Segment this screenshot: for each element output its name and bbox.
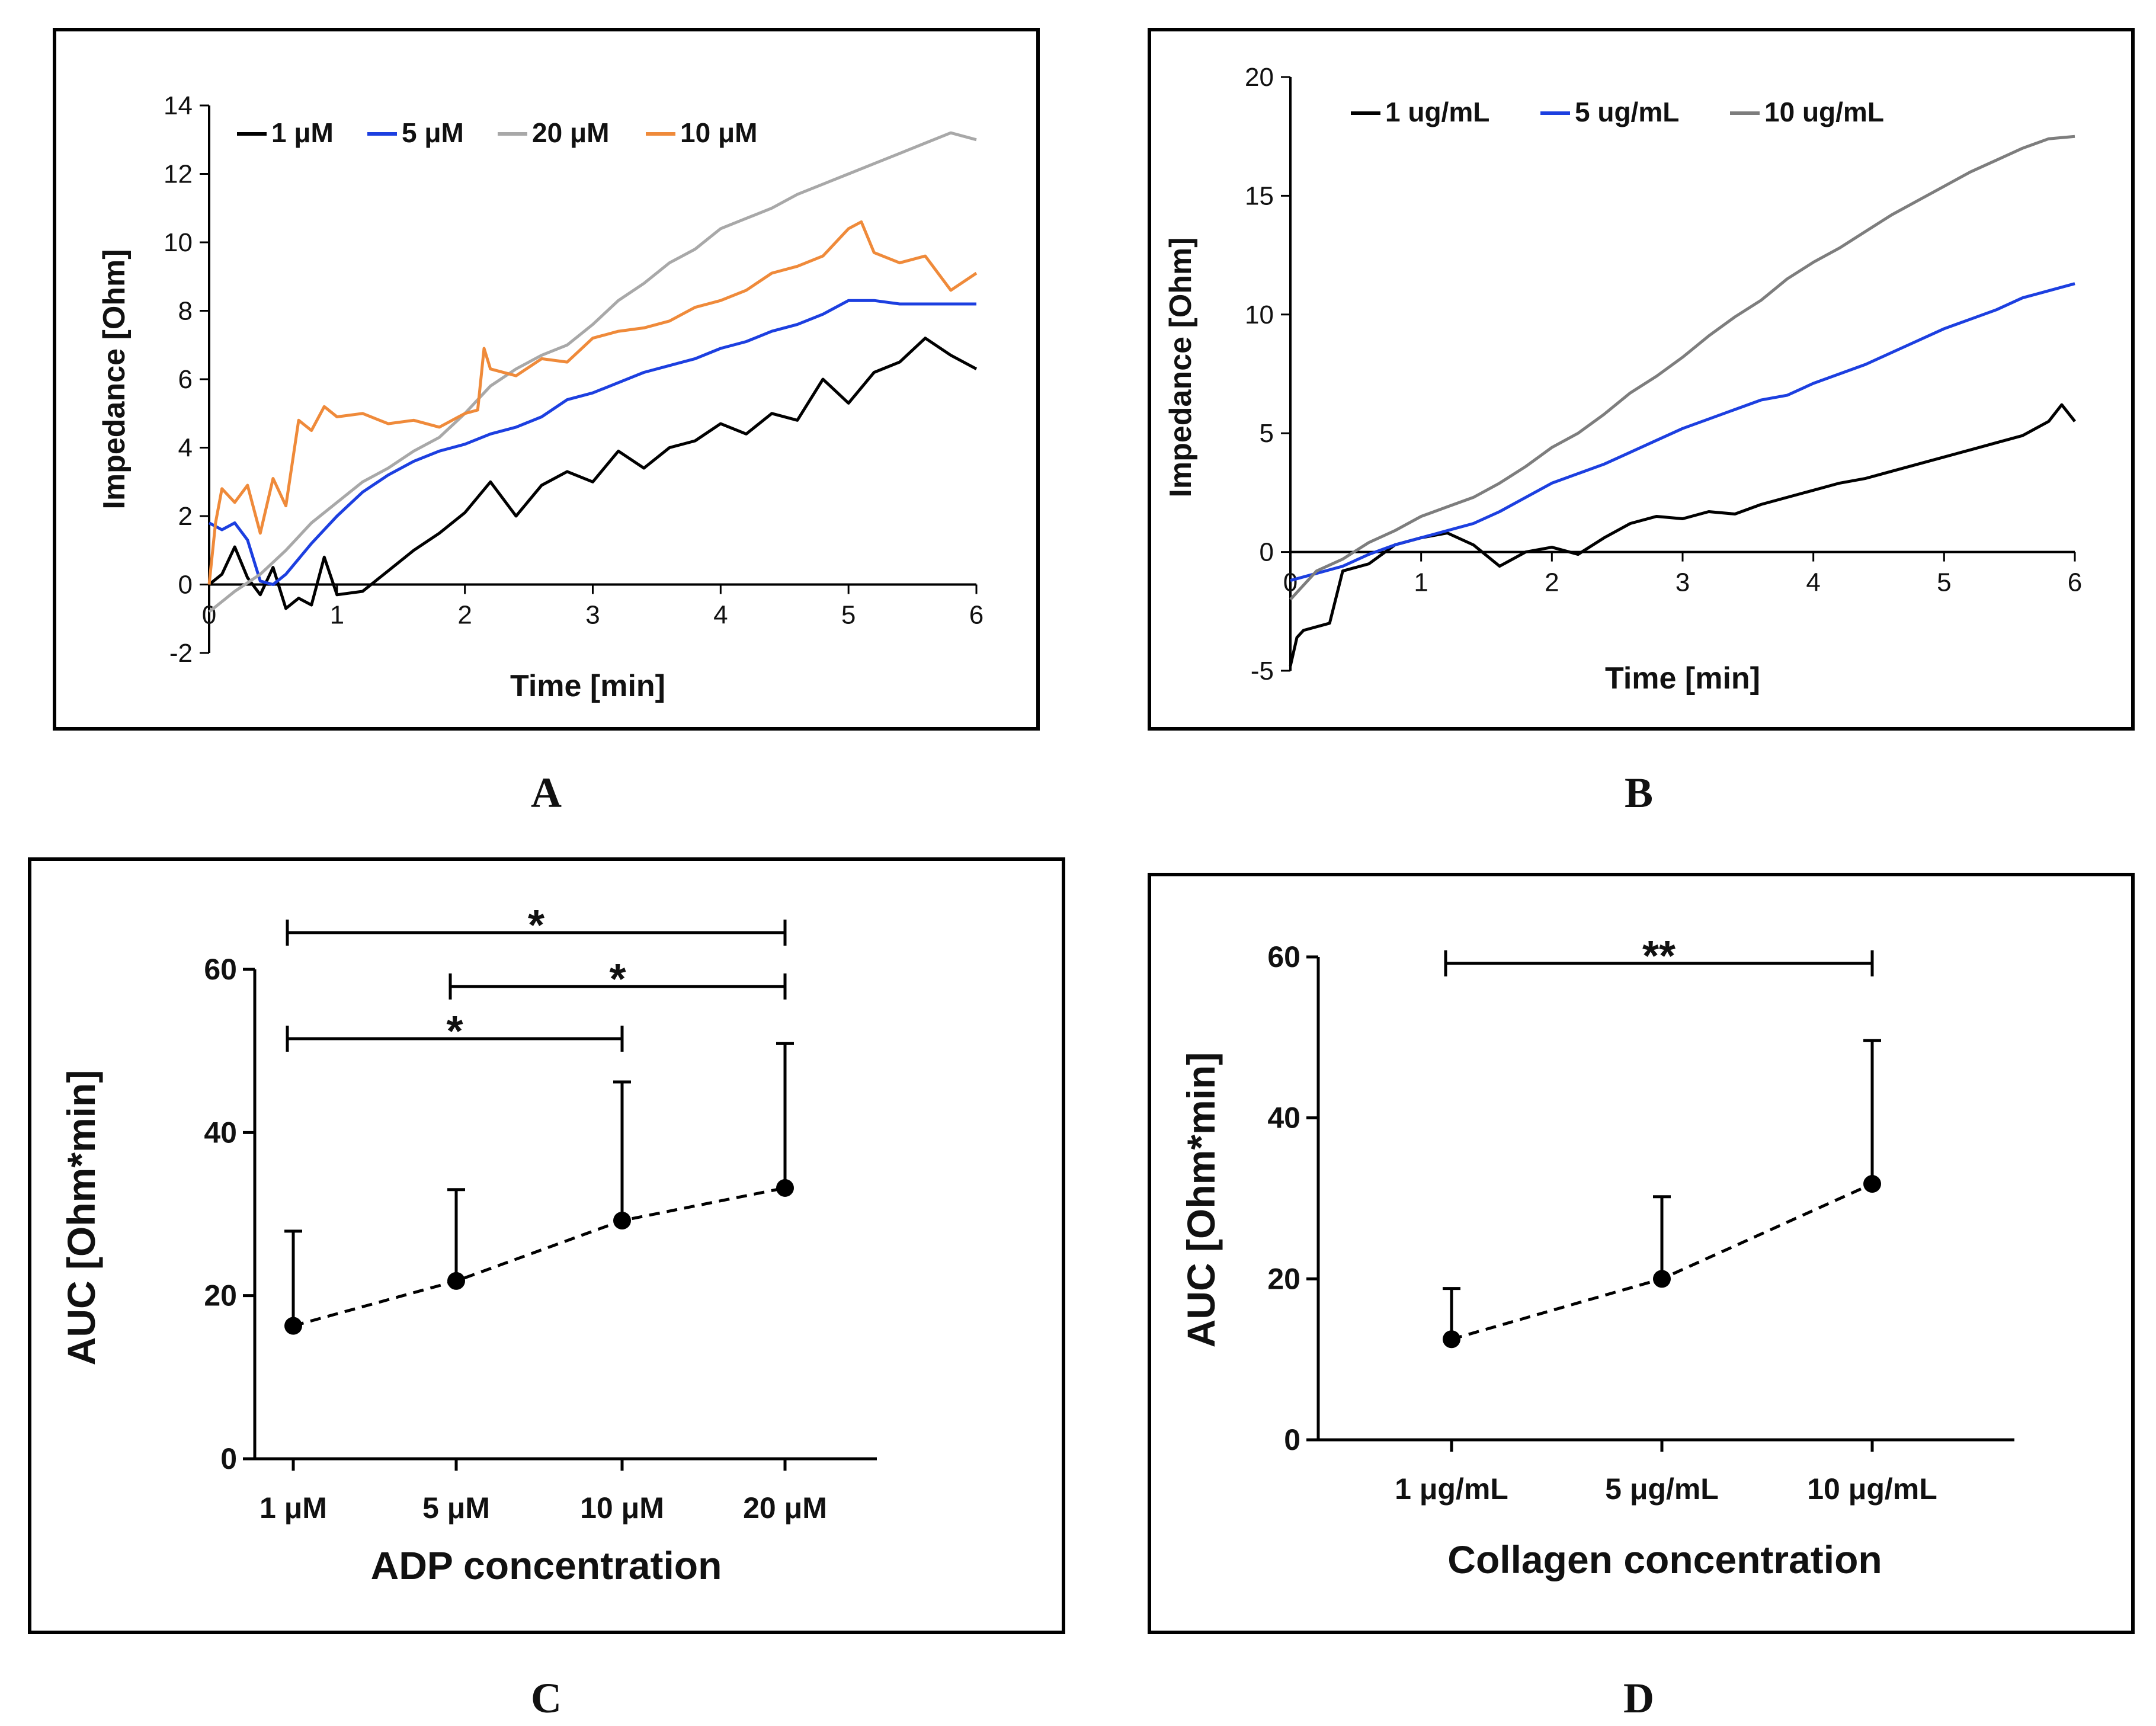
significance-label: * bbox=[528, 902, 544, 949]
series-line-5-ug/mL bbox=[1290, 282, 2075, 582]
panel-c-frame bbox=[28, 857, 1065, 1634]
legend-entry: 5 μM bbox=[402, 117, 464, 148]
y-tick-label: 40 bbox=[1267, 1101, 1300, 1135]
series-line-10-μM bbox=[207, 220, 978, 585]
y-tick-label: 8 bbox=[178, 297, 193, 326]
significance-label: * bbox=[446, 1008, 463, 1055]
x-tick-label: 5 bbox=[841, 601, 856, 630]
data-point bbox=[1443, 1330, 1460, 1349]
data-point bbox=[447, 1272, 465, 1290]
x-tick-label: 5 μM bbox=[422, 1491, 490, 1525]
significance-label: ** bbox=[1642, 933, 1676, 980]
x-tick-label: 2 bbox=[1545, 568, 1559, 597]
x-axis-label: Time [min] bbox=[510, 669, 665, 703]
y-tick-label: 20 bbox=[1245, 63, 1274, 92]
panel-d-frame bbox=[1148, 873, 2135, 1634]
y-axis-label: Impedance [Ohm] bbox=[97, 249, 132, 509]
x-tick-label: 4 bbox=[1806, 568, 1820, 597]
x-tick-label: 20 μM bbox=[743, 1491, 827, 1525]
y-tick-label: 0 bbox=[1284, 1423, 1300, 1456]
x-tick-label: 1 bbox=[1414, 568, 1428, 597]
panel-label-c: C bbox=[531, 1674, 562, 1722]
data-point bbox=[1653, 1270, 1671, 1288]
data-point bbox=[613, 1212, 631, 1230]
x-tick-label: 5 μg/mL bbox=[1605, 1472, 1719, 1506]
series-line-1-μM bbox=[208, 337, 978, 610]
y-tick-label: 6 bbox=[178, 365, 193, 394]
y-tick-label: 20 bbox=[204, 1279, 237, 1312]
data-point bbox=[1863, 1175, 1881, 1193]
y-tick-label: 20 bbox=[1267, 1262, 1300, 1295]
x-tick-label: 6 bbox=[969, 601, 984, 630]
x-tick-label: 10 μM bbox=[580, 1491, 664, 1525]
x-axis-label: ADP concentration bbox=[371, 1544, 722, 1587]
y-tick-label: 14 bbox=[164, 91, 193, 120]
y-tick-label: 4 bbox=[178, 434, 193, 463]
x-tick-label: 1 μM bbox=[260, 1491, 327, 1525]
x-tick-label: 4 bbox=[713, 601, 728, 630]
y-tick-label: 10 bbox=[1245, 300, 1274, 329]
panel-label-d: D bbox=[1623, 1674, 1654, 1722]
y-tick-label: 60 bbox=[1267, 940, 1300, 974]
panel-a-frame bbox=[53, 28, 1040, 731]
legend-entry: 1 μM bbox=[271, 117, 334, 148]
data-point bbox=[284, 1317, 302, 1335]
chart-d: 0 20 40 60 1 μg/mL 5 μg/mL 10 μg/mL Collagen co… bbox=[1179, 933, 2014, 1581]
x-axis-label: Collagen concentration bbox=[1447, 1538, 1882, 1581]
series-line-5-μM bbox=[208, 299, 976, 586]
x-tick-label: 6 bbox=[2068, 568, 2082, 597]
x-tick-label: 2 bbox=[457, 601, 472, 630]
y-tick-label: 60 bbox=[204, 953, 237, 986]
y-tick-label: 10 bbox=[164, 228, 193, 257]
y-axis-label: Impedance [Ohm] bbox=[1164, 237, 1198, 497]
legend-entry: 10 μM bbox=[680, 117, 757, 148]
panel-label-b: B bbox=[1625, 769, 1653, 816]
x-tick-label: 3 bbox=[1676, 568, 1690, 597]
x-tick-label: 1 bbox=[330, 601, 344, 630]
data-point bbox=[776, 1179, 794, 1197]
y-tick-label: 12 bbox=[164, 160, 193, 189]
y-tick-label: 0 bbox=[220, 1442, 237, 1475]
x-tick-label: 1 μg/mL bbox=[1395, 1472, 1508, 1506]
legend-entry: 5 ug/mL bbox=[1575, 97, 1679, 127]
legend-entry: 1 ug/mL bbox=[1385, 97, 1489, 127]
y-axis-label: AUC [Ohm*min] bbox=[59, 1070, 103, 1366]
x-tick-label: 10 μg/mL bbox=[1807, 1472, 1937, 1506]
y-tick-label: 0 bbox=[1260, 538, 1274, 567]
mean-trend-line bbox=[293, 1186, 786, 1328]
y-axis-label: AUC [Ohm*min] bbox=[1179, 1052, 1223, 1348]
x-tick-label: 3 bbox=[585, 601, 600, 630]
series-line-10-ug/mL bbox=[1289, 135, 2075, 601]
panel-b-frame bbox=[1148, 28, 2135, 731]
y-tick-label: 15 bbox=[1245, 181, 1274, 210]
x-tick-label: 0 bbox=[202, 601, 216, 630]
series-line-1-ug/mL bbox=[1289, 403, 2076, 667]
legend-entry: 10 ug/mL bbox=[1764, 97, 1884, 127]
y-tick-label: 5 bbox=[1260, 419, 1274, 448]
y-tick-label: 0 bbox=[178, 571, 193, 600]
panel-label-a: A bbox=[531, 769, 562, 816]
significance-label: * bbox=[609, 956, 626, 1003]
y-tick-label: -2 bbox=[169, 639, 193, 668]
y-tick-label: -5 bbox=[1251, 657, 1274, 686]
chart-c: 0 20 40 60 1 μM 5 μM 10 μM 20 μM ADP concentrati… bbox=[59, 902, 877, 1587]
x-axis-label: Time [min] bbox=[1605, 661, 1760, 696]
y-tick-label: 2 bbox=[178, 502, 193, 531]
x-tick-label: 5 bbox=[1937, 568, 1951, 597]
y-tick-label: 40 bbox=[204, 1116, 237, 1149]
legend-entry: 20 μM bbox=[532, 117, 609, 148]
series-line-20-μM bbox=[208, 131, 977, 613]
